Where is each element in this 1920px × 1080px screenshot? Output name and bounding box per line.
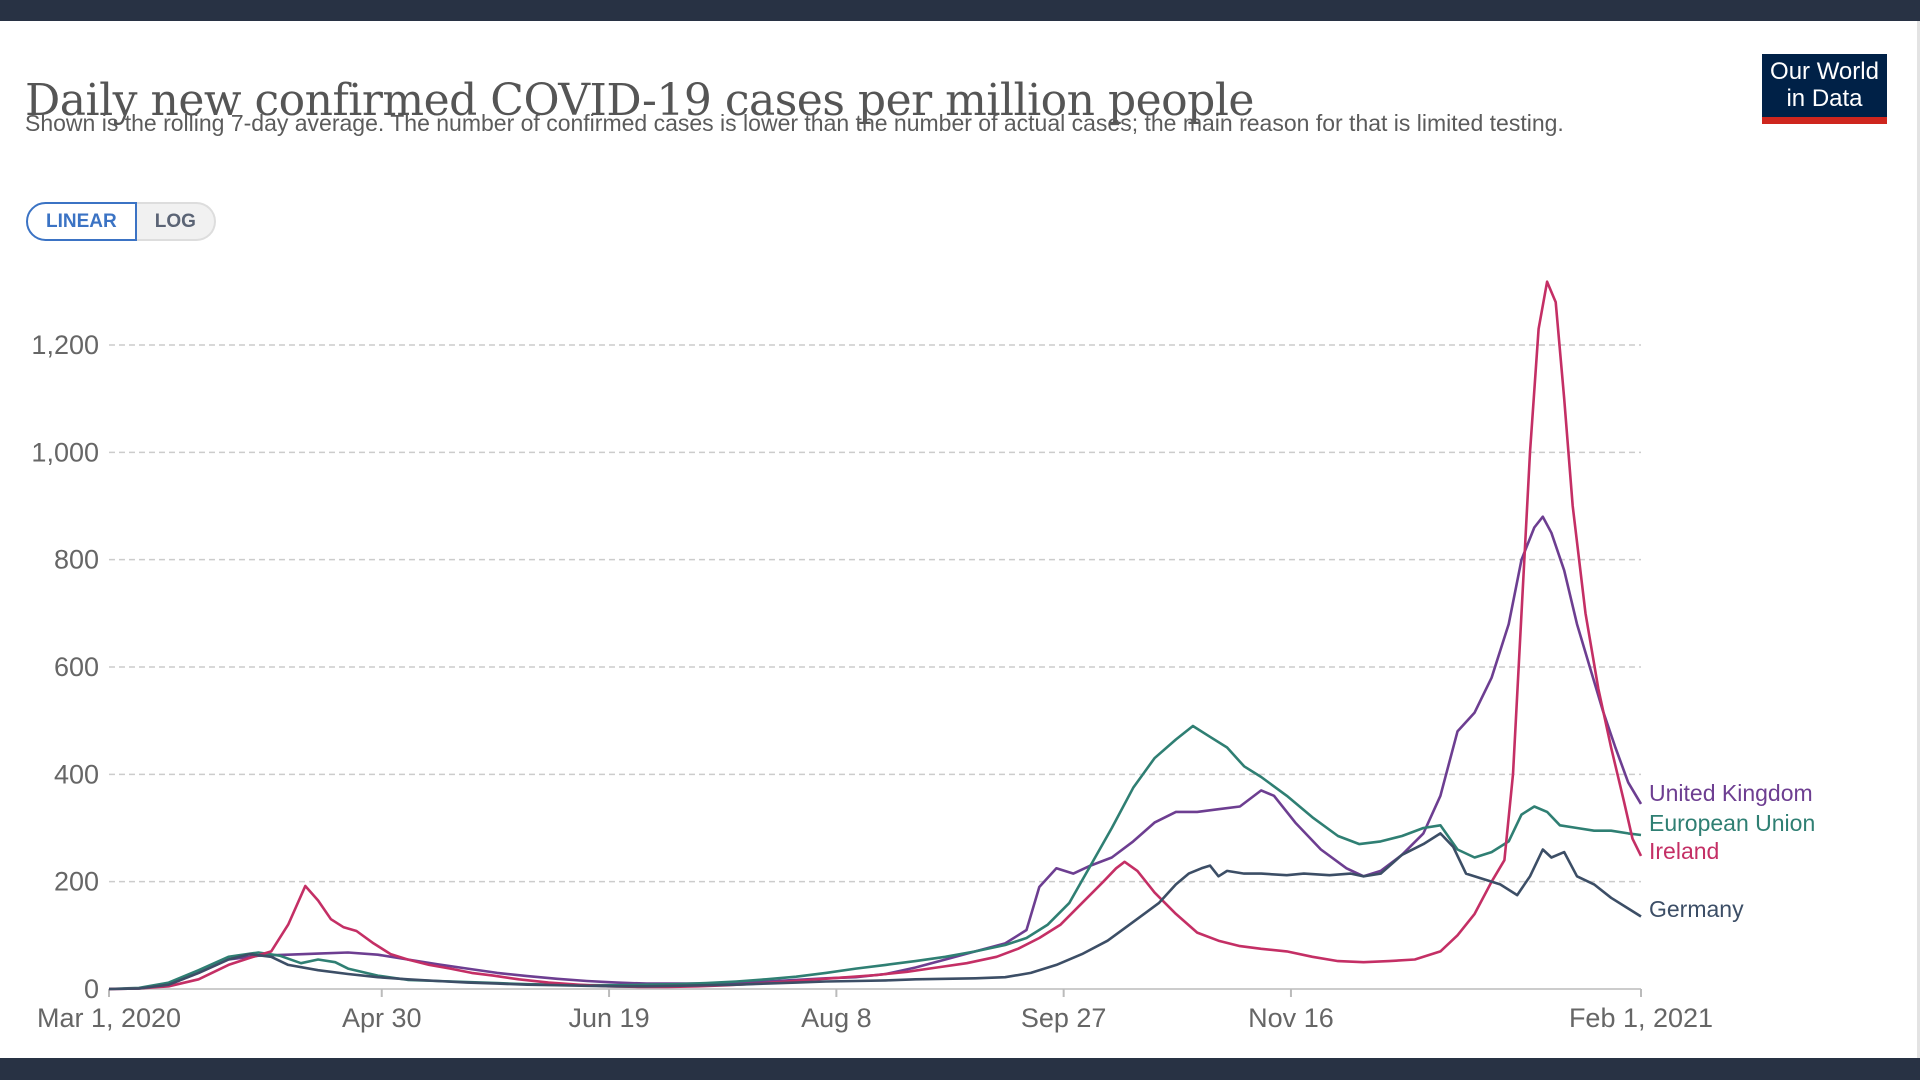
x-tick-label: Nov 16: [1248, 1003, 1334, 1033]
x-tick-label: Aug 8: [801, 1003, 872, 1033]
y-tick-label: 0: [84, 974, 99, 1004]
linear-scale-button[interactable]: LINEAR: [26, 202, 137, 241]
legend-label-european-union[interactable]: European Union: [1649, 810, 1815, 836]
legend-label-ireland[interactable]: Ireland: [1649, 838, 1719, 864]
chart-subtitle: Shown is the rolling 7-day average. The …: [25, 110, 1564, 136]
series-line-germany[interactable]: [108, 832, 1642, 991]
x-tick-label: Jun 19: [569, 1003, 650, 1033]
y-tick-label: 600: [54, 652, 99, 682]
x-tick-label: Mar 1, 2020: [37, 1003, 181, 1033]
series-lines: [108, 280, 1643, 991]
log-scale-button[interactable]: LOG: [136, 202, 216, 241]
y-tick-label: 800: [54, 545, 99, 575]
gridlines: [109, 344, 1641, 883]
y-tick-label: 1,200: [31, 330, 99, 360]
series-line-ireland[interactable]: [108, 280, 1643, 991]
chart-title: Daily new confirmed COVID-19 cases per m…: [25, 75, 1254, 127]
top-bar: [0, 0, 1920, 21]
series-line-european-union[interactable]: [108, 724, 1642, 991]
logo-line-1: Our World: [1770, 58, 1879, 85]
series-line-united-kingdom[interactable]: [108, 515, 1643, 991]
y-tick-label: 200: [54, 867, 99, 897]
x-tick-label: Sep 27: [1021, 1003, 1107, 1033]
scale-toggle: LINEAR LOG: [26, 202, 216, 241]
panel-border: [1917, 21, 1920, 1058]
y-tick-label: 400: [54, 759, 99, 789]
owid-logo[interactable]: Our World in Data: [1762, 54, 1887, 124]
logo-stripe: [1762, 117, 1887, 124]
x-axis: Mar 1, 2020 Apr 30 Jun 19 Aug 8 Sep 27 Nov 16…: [37, 988, 1713, 1033]
y-tick-label: 1,000: [31, 437, 99, 467]
bottom-bar: [0, 1058, 1920, 1080]
y-axis: 0 200 400 600 800 1,000 1,200: [31, 330, 99, 1004]
logo-line-2: in Data: [1786, 85, 1863, 112]
x-tick-label: Apr 30: [342, 1003, 422, 1033]
legend-label-united-kingdom[interactable]: United Kingdom: [1649, 780, 1813, 806]
legend-label-germany[interactable]: Germany: [1649, 896, 1744, 922]
x-tick-label: Feb 1, 2021: [1569, 1003, 1713, 1033]
